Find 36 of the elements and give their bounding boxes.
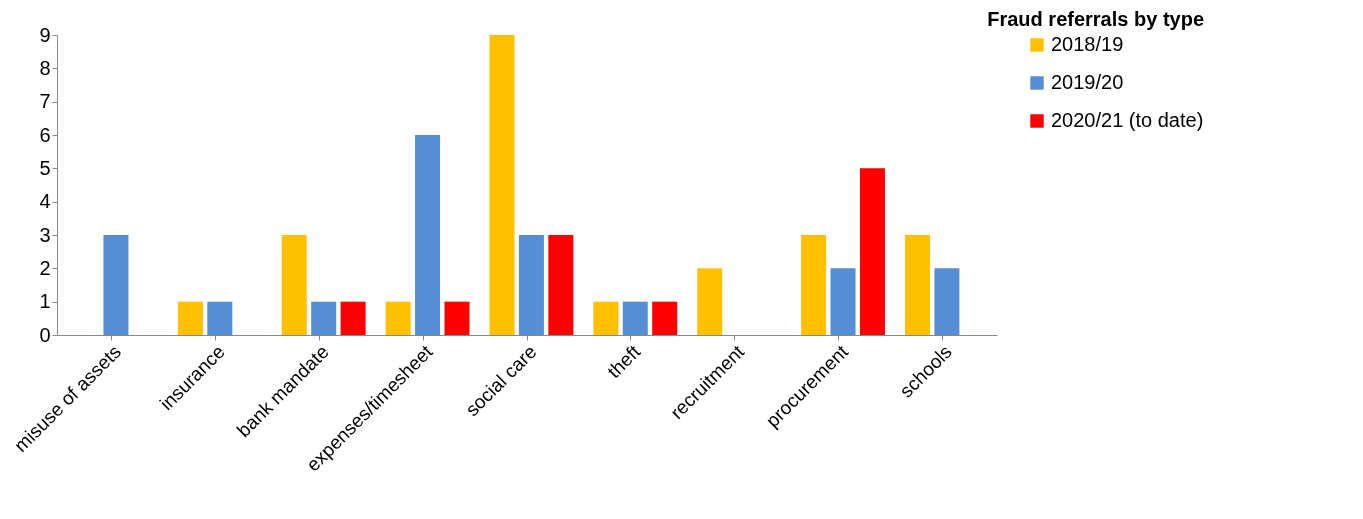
x-tick-label: theft: [603, 340, 645, 383]
bar: [177, 301, 203, 335]
bar: [281, 235, 307, 335]
y-tick-label: 0: [39, 323, 51, 346]
bar: [444, 301, 470, 335]
bar: [934, 268, 960, 335]
y-tick-label: 6: [39, 123, 51, 146]
legend-label: 2018/19: [1051, 33, 1124, 55]
y-tick-label: 5: [39, 156, 51, 179]
y-tick-label: 9: [39, 23, 51, 46]
bar: [801, 235, 827, 335]
bar: [103, 235, 129, 335]
bar: [830, 268, 856, 335]
legend-label: 2019/20: [1051, 71, 1124, 93]
legend-label: 2020/21 (to date): [1051, 109, 1204, 131]
bar: [548, 235, 574, 335]
bar: [593, 301, 619, 335]
bar: [311, 301, 337, 335]
bar: [489, 35, 515, 335]
bar: [340, 301, 366, 335]
bar: [518, 235, 544, 335]
bar: [622, 301, 648, 335]
bar: [415, 135, 441, 335]
y-tick-label: 8: [39, 56, 51, 79]
bar: [904, 235, 930, 335]
bar: [385, 301, 411, 335]
text: Fraud referrals by type: [987, 8, 1204, 30]
bar: [859, 168, 885, 335]
bar: [697, 268, 723, 335]
y-tick-label: 7: [39, 90, 51, 113]
y-tick-label: 3: [39, 223, 51, 246]
bar: [207, 301, 233, 335]
y-tick-label: 1: [39, 290, 51, 313]
bar: [652, 301, 678, 335]
y-tick-label: 4: [39, 190, 51, 213]
y-tick-label: 2: [39, 256, 51, 279]
